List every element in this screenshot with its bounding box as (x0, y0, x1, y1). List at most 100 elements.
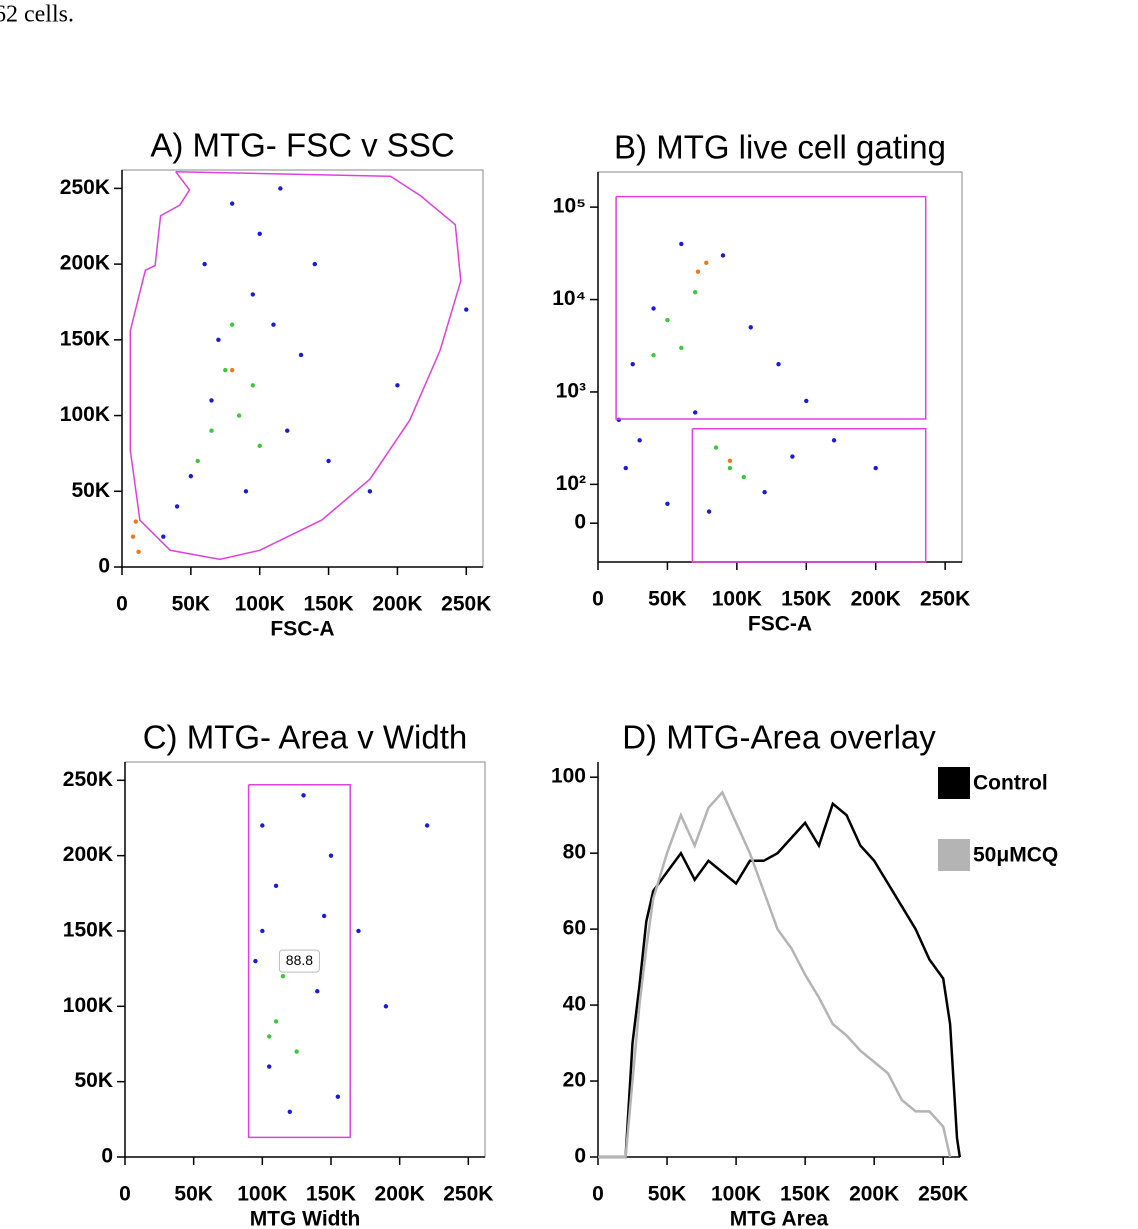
x-tick-label: 50K (648, 1183, 687, 1206)
gate (691, 427, 927, 563)
event-point (298, 352, 304, 358)
event-point (136, 549, 141, 555)
event-point (273, 883, 279, 888)
event-point (188, 473, 194, 479)
event-point (195, 458, 200, 464)
event-point (395, 383, 400, 388)
y-tick-label: 0 (98, 555, 110, 578)
x-tick-label: 100K (237, 1183, 287, 1206)
event-point (651, 352, 656, 358)
x-tick-label: 100K (712, 588, 762, 611)
event-point (130, 534, 136, 539)
x-tick-label: 200K (849, 1183, 899, 1206)
event-point (260, 823, 265, 828)
histogram-line (598, 790, 952, 1159)
y-tick-label: 0 (101, 1145, 113, 1168)
event-point (280, 973, 286, 979)
x-tick-label: 150K (781, 588, 831, 611)
y-tick-label: 250K (63, 768, 113, 791)
gate (247, 784, 351, 1139)
event-point (294, 1049, 299, 1054)
event-point (328, 853, 334, 858)
y-tick-label: 100K (60, 403, 110, 426)
x-axis-label: FSC-A (748, 613, 812, 636)
event-point (776, 361, 781, 367)
legend-label: Control (973, 772, 1048, 795)
event-point (209, 428, 214, 433)
event-point (271, 322, 276, 327)
y-tick-label: 200K (60, 252, 110, 275)
event-point (236, 413, 242, 418)
x-tick-label: 0 (116, 593, 128, 616)
event-point (321, 913, 327, 919)
y-tick-label: 10³ (556, 380, 586, 403)
y-tick-label: 50K (74, 1069, 113, 1092)
y-tick-label: 80 (563, 841, 586, 864)
event-point (741, 474, 746, 480)
x-tick-label: 150K (780, 1183, 830, 1206)
x-tick-label: 150K (306, 1183, 356, 1206)
event-point (727, 465, 733, 471)
event-point (278, 186, 283, 191)
gate (129, 170, 462, 561)
event-point (315, 989, 320, 994)
plot-frame (597, 171, 963, 563)
y-tick-label: 10⁴ (552, 287, 586, 310)
y-tick-label: 10² (556, 472, 586, 495)
event-point (356, 928, 361, 934)
event-point (704, 260, 709, 265)
y-tick-label: 0 (574, 511, 586, 534)
y-tick-label: 100K (63, 994, 113, 1017)
gate (615, 195, 927, 420)
event-point (713, 445, 719, 450)
x-tick-label: 150K (303, 593, 353, 616)
x-axis-label: MTG Area (730, 1208, 829, 1229)
event-point (216, 337, 221, 343)
event-point (133, 519, 138, 524)
x-tick-label: 100K (235, 593, 285, 616)
gate-label-box (278, 949, 320, 973)
y-tick-label: 200K (63, 843, 113, 866)
legend-label: 50μMCQ (973, 844, 1058, 867)
gate-label: 88.8 (286, 952, 313, 968)
event-point (695, 269, 701, 274)
x-axis-label: MTG Width (250, 1208, 361, 1229)
event-point (679, 241, 684, 247)
caption: 62 cells. (0, 2, 74, 28)
event-point (260, 928, 265, 934)
x-tick-label: 250K (443, 1183, 493, 1206)
event-point (285, 428, 290, 433)
histogram-line (598, 801, 962, 1159)
event-point (266, 1064, 272, 1069)
event-point (383, 1004, 389, 1009)
event-point (831, 438, 837, 443)
y-tick-label: 250K (60, 176, 110, 199)
event-point (229, 367, 235, 373)
event-point (706, 509, 712, 514)
event-point (727, 458, 733, 463)
event-point (804, 398, 809, 404)
event-point (692, 290, 698, 295)
legend-swatch (938, 839, 970, 871)
event-point (312, 261, 317, 267)
x-tick-label: 200K (375, 1183, 425, 1206)
event-point (250, 383, 256, 388)
x-tick-label: 0 (119, 1183, 131, 1206)
panel-title: B) MTG live cell gating (614, 129, 946, 166)
event-point (223, 367, 228, 373)
event-point (762, 489, 767, 495)
event-point (301, 793, 306, 798)
event-point (287, 1109, 292, 1114)
legend-swatch (938, 767, 970, 799)
x-tick-label: 200K (372, 593, 422, 616)
y-tick-label: 150K (63, 919, 113, 942)
x-tick-label: 50K (174, 1183, 213, 1206)
x-tick-label: 50K (172, 593, 211, 616)
event-point (692, 410, 698, 415)
event-point (637, 438, 642, 443)
x-tick-label: 0 (592, 588, 604, 611)
y-tick-label: 60 (563, 917, 586, 940)
event-point (790, 454, 795, 459)
event-point (367, 489, 373, 494)
